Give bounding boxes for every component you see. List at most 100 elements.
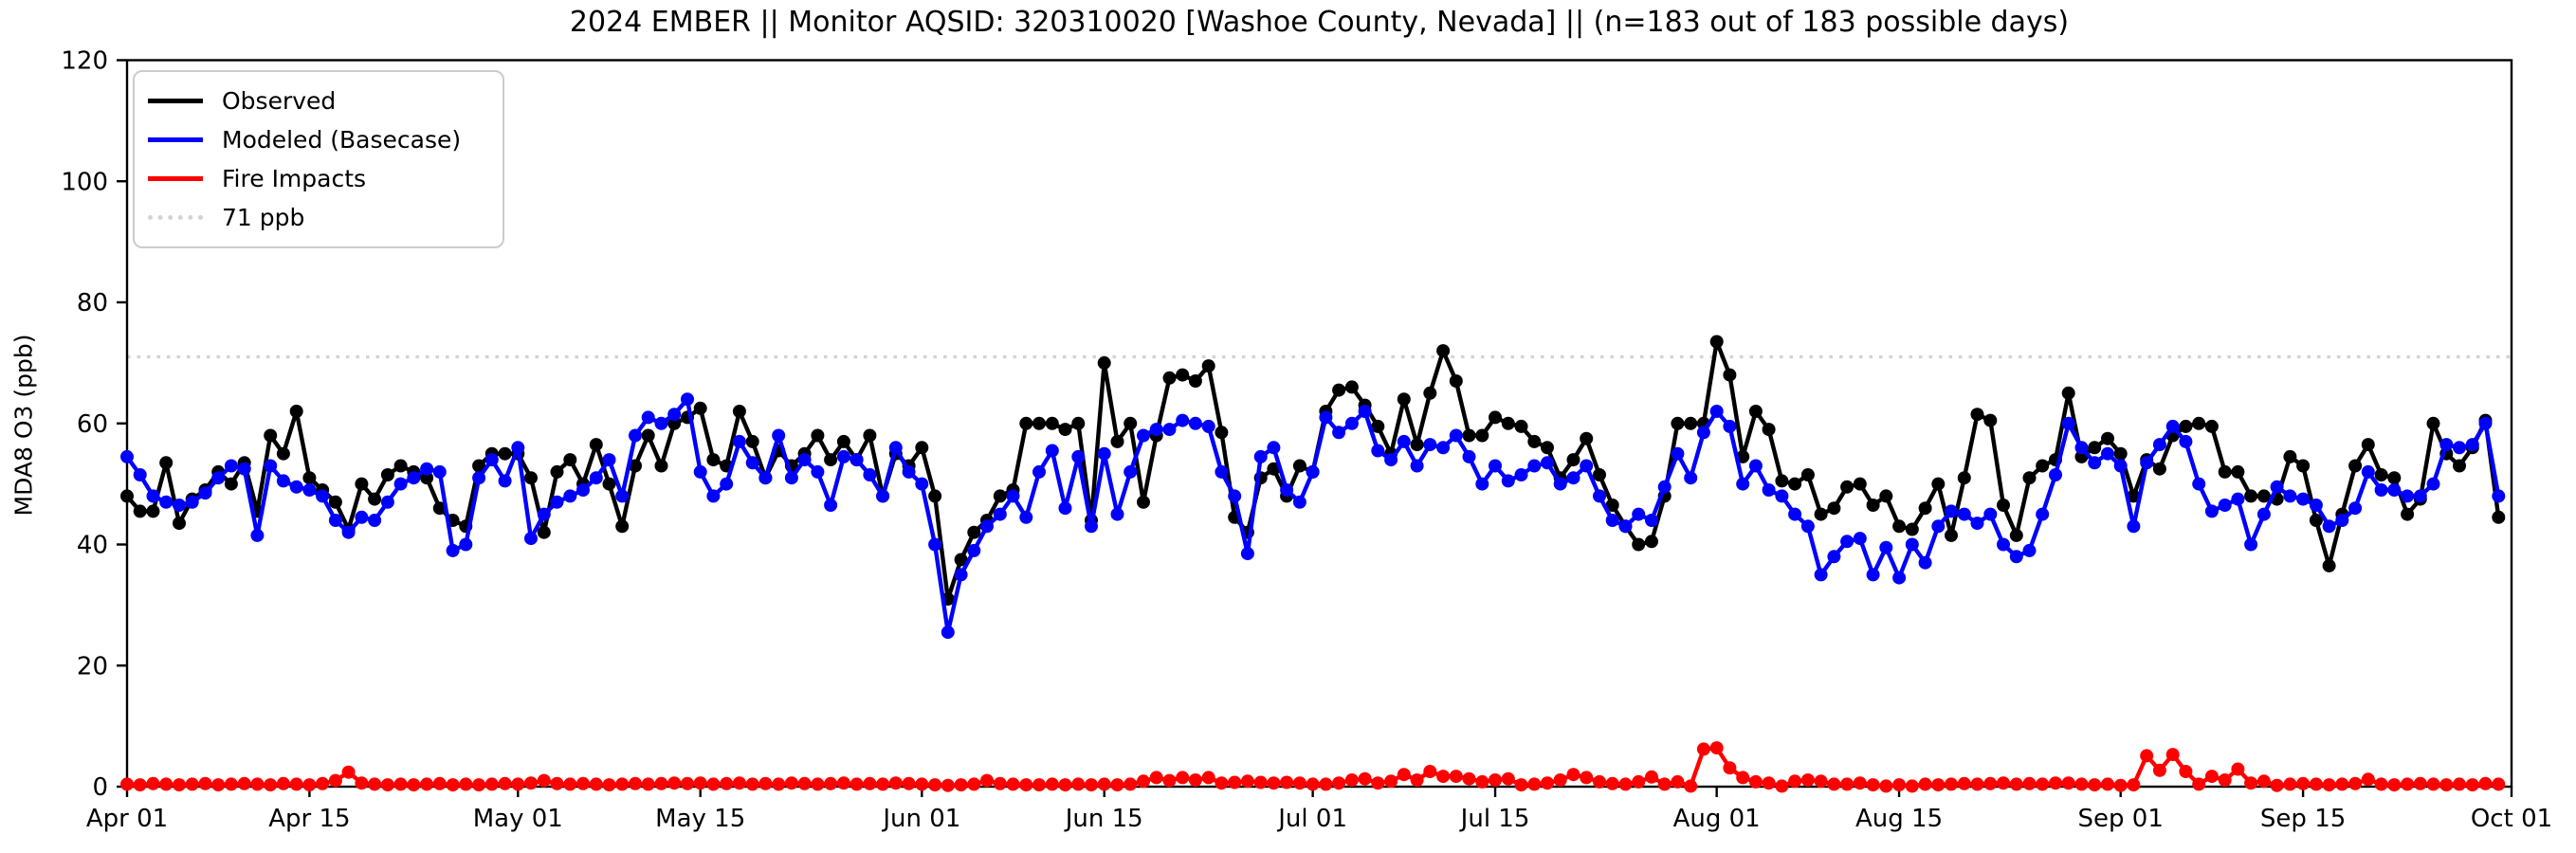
fire-series-point — [681, 776, 694, 790]
legend-item-fire: Fire Impacts — [148, 159, 489, 198]
fire-series-point — [589, 777, 603, 791]
observed-series-point — [602, 477, 616, 491]
observed-series-point — [1931, 477, 1946, 491]
modeled-series-point — [237, 462, 251, 476]
x-tick-label: Sep 01 — [2078, 805, 2164, 833]
fire-series-point — [2165, 748, 2180, 762]
observed-series-point — [1475, 428, 1489, 443]
modeled-series-point — [2113, 459, 2128, 473]
observed-series-point — [472, 459, 486, 473]
modeled-series — [120, 392, 2506, 640]
modeled-series-point — [432, 464, 447, 479]
observed-series-point — [393, 459, 408, 473]
y-tick-label: 20 — [77, 652, 108, 681]
modeled-series-point — [328, 514, 342, 527]
legend-item-observed: Observed — [148, 82, 489, 120]
modeled-series-point — [2127, 519, 2141, 534]
modeled-series-point — [1618, 519, 1633, 534]
modeled-series-point — [1410, 459, 1424, 473]
observed-series-point — [2009, 528, 2023, 542]
modeled-series-point — [745, 456, 759, 470]
modeled-series-point — [811, 464, 825, 479]
modeled-series-point — [720, 477, 734, 491]
fire-series-point — [863, 776, 877, 790]
observed-series-point — [732, 405, 746, 418]
modeled-series-point — [2270, 480, 2284, 494]
observed-series-point — [1501, 416, 1515, 430]
fire-series-point — [667, 776, 682, 790]
fire-series-point — [2244, 776, 2258, 790]
fire-series-point — [1736, 771, 1750, 785]
observed-series-point — [615, 519, 630, 534]
modeled-series-point — [1657, 480, 1672, 494]
fire-series-point — [1240, 774, 1254, 789]
observed-series-point — [1176, 368, 1190, 382]
modeled-series-point — [2492, 489, 2506, 503]
modeled-series-point — [2244, 537, 2258, 552]
modeled-series-point — [615, 489, 630, 503]
observed-series-point — [1853, 477, 1867, 491]
observed-series-point — [1423, 386, 1437, 400]
modeled-series-point — [1032, 464, 1046, 479]
fire-series-point — [276, 776, 290, 790]
modeled-series-point — [1501, 474, 1515, 488]
observed-series-point — [2322, 558, 2336, 572]
observed-series-point — [1905, 522, 1919, 536]
fire-series-point — [2453, 777, 2466, 791]
modeled-series-point — [1306, 464, 1320, 479]
modeled-series-point — [1527, 459, 1542, 473]
observed-series-point — [641, 428, 655, 443]
legend-label: 71 ppb — [222, 204, 305, 231]
modeled-series-point — [772, 428, 786, 443]
modeled-series-point — [341, 525, 356, 539]
fire-series-point — [328, 773, 342, 788]
observed-series-point — [1684, 416, 1698, 430]
fire-series-point — [1397, 768, 1411, 782]
observed-series-point — [328, 495, 342, 509]
fire-series-point — [1593, 774, 1606, 789]
legend-item-modeled: Modeled (Basecase) — [148, 120, 489, 159]
modeled-series-point — [758, 471, 773, 485]
modeled-series-point — [732, 434, 746, 448]
fire-series-point — [1267, 776, 1281, 790]
observed-series-point — [2283, 449, 2297, 463]
fire-series-point — [2049, 776, 2062, 790]
fire-series-point — [432, 776, 447, 790]
modeled-series-point — [2465, 438, 2479, 452]
modeled-series-point — [2152, 438, 2166, 452]
fire-series-point — [355, 776, 369, 790]
modeled-series-point — [264, 459, 278, 473]
fire-series-point — [498, 776, 512, 790]
fire-series-point — [2152, 763, 2166, 777]
fire-series-point — [1827, 777, 1841, 791]
modeled-series-point — [824, 499, 838, 512]
observed-series-point — [811, 428, 825, 443]
observed-series-point — [1032, 416, 1046, 430]
observed-series-point — [120, 489, 134, 503]
fire-series-point — [1475, 774, 1489, 789]
observed-series-point — [1866, 499, 1880, 512]
modeled-series-point — [2401, 489, 2415, 503]
observed-series-point — [1814, 507, 1828, 521]
modeled-series-point — [537, 507, 551, 521]
observed-series-point — [498, 446, 512, 461]
modeled-series-point — [211, 471, 226, 485]
fire-series-point — [341, 765, 356, 779]
observed-series-point — [2374, 468, 2388, 481]
modeled-series-point — [1045, 444, 1059, 458]
observed-series-point — [1632, 537, 1646, 552]
fire-series-point — [2113, 778, 2128, 792]
modeled-series-point — [1840, 535, 1854, 549]
modeled-series-point — [1358, 405, 1372, 418]
modeled-series-point — [1723, 419, 1737, 433]
modeled-series-point — [1879, 540, 1893, 554]
modeled-series-point — [120, 449, 134, 463]
modeled-series-point — [1319, 410, 1333, 425]
legend-label: Observed — [222, 87, 337, 115]
observed-series-point — [1449, 374, 1463, 388]
modeled-series-point — [1149, 423, 1163, 437]
modeled-series-point — [1097, 446, 1111, 461]
observed-series-point — [2192, 416, 2206, 430]
modeled-series-point — [1983, 507, 1998, 521]
fire-series-point — [2192, 777, 2206, 791]
